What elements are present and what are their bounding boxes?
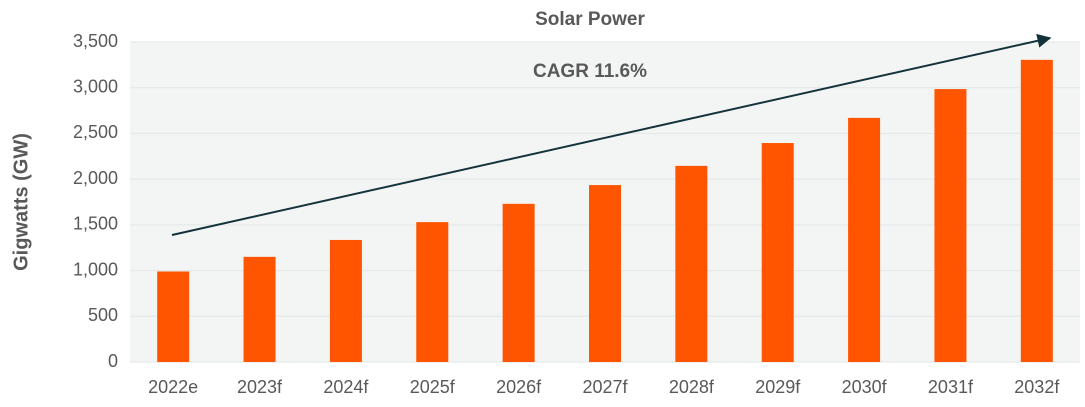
chart-title: Solar Power <box>535 9 645 30</box>
bar <box>243 256 276 362</box>
bar <box>329 239 362 362</box>
y-tick-label: 3,500 <box>73 31 118 51</box>
y-tick-label: 1,500 <box>73 214 118 234</box>
bar <box>589 185 621 362</box>
bar <box>675 165 708 362</box>
y-tick-label: 1,000 <box>73 259 118 279</box>
x-tick-label: 2031f <box>928 377 974 397</box>
y-tick-label: 2,500 <box>73 122 118 142</box>
bar <box>1020 59 1053 362</box>
bar <box>157 271 190 362</box>
bar <box>848 117 881 362</box>
x-tick-label: 2022e <box>148 377 198 397</box>
bars <box>157 59 1053 362</box>
x-tick-label: 2030f <box>842 377 888 397</box>
bar <box>934 89 967 362</box>
x-tick-label: 2026f <box>496 377 542 397</box>
x-tick-label: 2024f <box>323 377 369 397</box>
bar <box>502 203 535 362</box>
trend-arrow <box>171 33 1052 236</box>
y-tick-label: 2,000 <box>73 168 118 188</box>
annotation: CAGR 11.6% <box>533 61 647 82</box>
x-tick-label: 2027f <box>582 377 628 397</box>
y-tick-label: 3,000 <box>73 76 118 96</box>
x-tick-label: 2028f <box>669 377 715 397</box>
x-tick-label: 2025f <box>410 377 456 397</box>
x-tick-label: 2029f <box>755 377 801 397</box>
y-tick-label: 0 <box>108 351 118 371</box>
x-tick-label: 2032f <box>1014 377 1060 397</box>
bar <box>416 222 449 362</box>
y-tick-label: 500 <box>88 305 118 325</box>
bar <box>761 143 794 362</box>
x-tick-label: 2023f <box>237 377 283 397</box>
y-axis-label: Gigwatts (GW) <box>10 133 32 271</box>
